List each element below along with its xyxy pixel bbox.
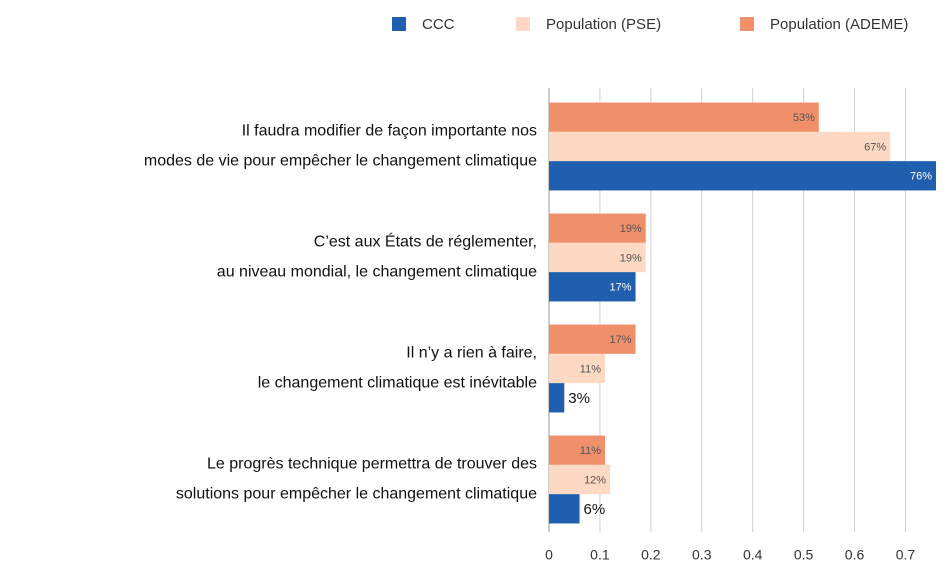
x-tick-label: 0 — [545, 547, 553, 563]
x-tick-label: 0.1 — [590, 547, 610, 563]
bar — [549, 464, 611, 495]
value-label: 6% — [584, 501, 606, 518]
value-label: 11% — [580, 445, 601, 457]
value-label: 12% — [584, 474, 606, 486]
value-label: 67% — [864, 141, 886, 153]
value-label: 3% — [568, 390, 590, 407]
x-tick-label: 0.3 — [692, 547, 712, 563]
bar — [549, 353, 606, 384]
bar — [549, 213, 646, 243]
legend-swatch — [740, 17, 754, 31]
category-label: Il n’y a rien à faire, — [406, 345, 537, 362]
legend-label: Population (PSE) — [546, 16, 661, 33]
x-tick-label: 0.2 — [641, 547, 661, 563]
bar — [549, 102, 819, 132]
legend-label: Population (ADEME) — [770, 16, 908, 33]
value-label: 11% — [580, 363, 601, 375]
value-label: 76% — [910, 171, 932, 183]
bar — [549, 324, 636, 354]
category-label: Il faudra modifier de façon importante n… — [242, 123, 537, 140]
bar — [549, 131, 891, 162]
value-label: 19% — [620, 252, 642, 264]
legend-swatch — [516, 17, 530, 31]
value-label: 19% — [620, 223, 642, 235]
category-label: solutions pour empêcher le changement cl… — [176, 486, 537, 503]
category-label: au niveau mondial, le changement climati… — [217, 264, 537, 281]
category-label: modes de vie pour empêcher le changement… — [144, 153, 537, 170]
x-tick-label: 0.5 — [794, 547, 814, 563]
value-label: 17% — [610, 334, 632, 346]
value-label: 17% — [610, 282, 632, 294]
legend-swatch — [392, 17, 406, 31]
bar — [549, 435, 606, 465]
category-label: C’est aux États de réglementer, — [314, 232, 537, 251]
x-tick-label: 0.6 — [845, 547, 865, 563]
bar — [549, 494, 580, 524]
category-label: le changement climatique est inévitable — [258, 375, 537, 392]
bar — [549, 272, 636, 302]
legend-label: CCC — [422, 16, 455, 33]
category-label: Le progrès technique permettra de trouve… — [207, 456, 537, 473]
bar — [549, 242, 646, 273]
value-label: 53% — [793, 112, 815, 124]
bar — [549, 383, 565, 413]
bar — [549, 161, 936, 191]
x-tick-label: 0.4 — [743, 547, 763, 563]
x-tick-label: 0.7 — [896, 547, 916, 563]
